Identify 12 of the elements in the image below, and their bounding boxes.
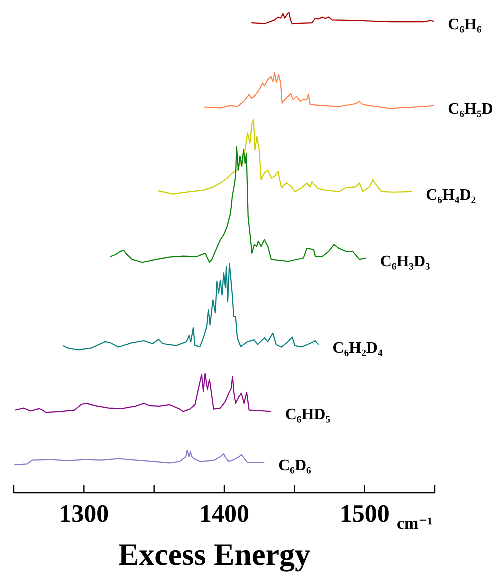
series-label: C₆H₅D	[448, 100, 494, 118]
series-label: C₆H₂D₄	[332, 340, 383, 357]
series-label: C₆D₆	[278, 458, 312, 475]
series-label: C₆H₄D₂	[426, 186, 476, 204]
series-label: C₆H₃D₃	[380, 253, 431, 270]
text: cm⁻¹	[397, 514, 433, 534]
x-tick-label: 1500	[340, 501, 390, 528]
x-axis-title: Excess Energy	[118, 537, 311, 572]
x-tick-label: 1300	[59, 501, 110, 528]
series-label: C₆H₆	[448, 16, 482, 34]
series-label: C₆HD₅	[285, 406, 331, 424]
x-tick-label: 1400	[200, 501, 250, 528]
